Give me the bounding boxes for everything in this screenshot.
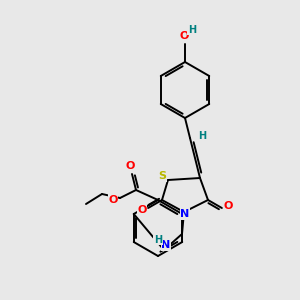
Text: O: O xyxy=(137,205,147,215)
Text: N: N xyxy=(180,209,190,219)
Text: N: N xyxy=(161,240,171,250)
Text: O: O xyxy=(108,195,118,205)
Text: O: O xyxy=(223,201,232,211)
Text: H: H xyxy=(154,235,162,245)
Text: O: O xyxy=(179,31,189,41)
Text: O: O xyxy=(125,161,135,171)
Text: H: H xyxy=(188,25,196,35)
Text: H: H xyxy=(198,131,206,141)
Text: S: S xyxy=(158,171,166,181)
